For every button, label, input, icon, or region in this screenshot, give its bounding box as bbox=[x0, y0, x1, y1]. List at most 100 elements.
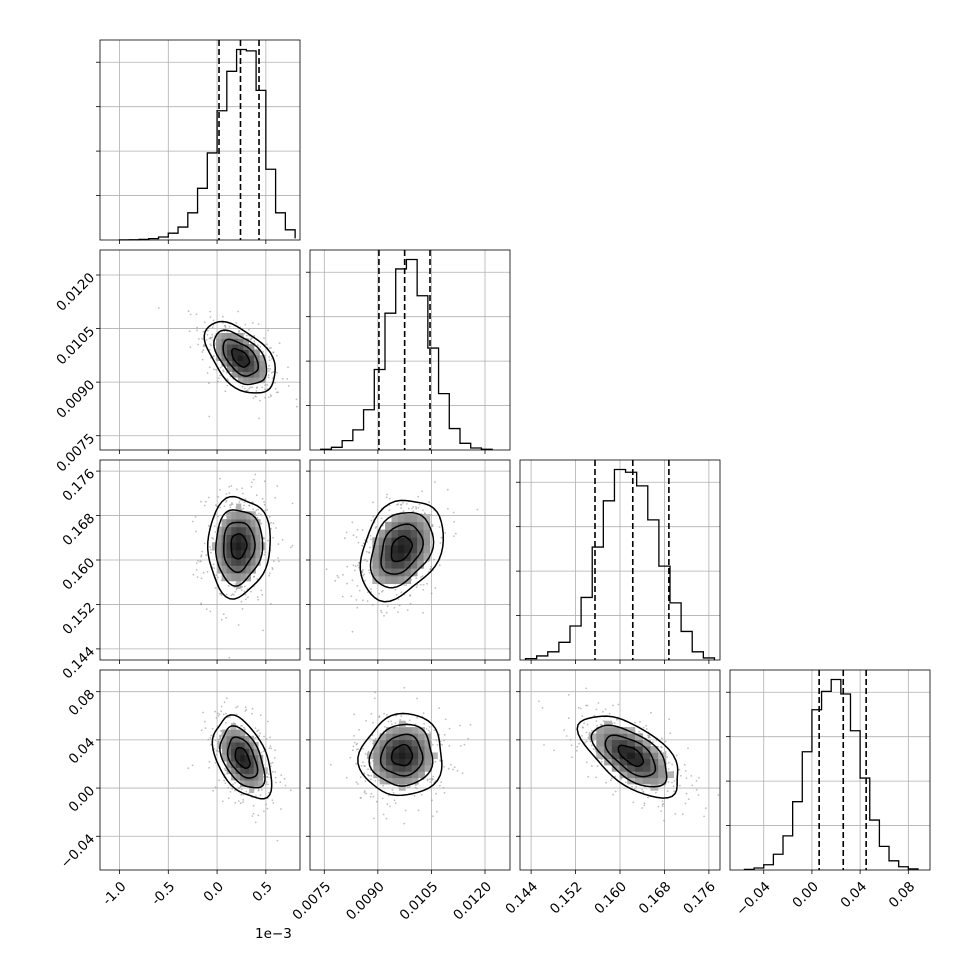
sample-point bbox=[221, 315, 224, 318]
sample-point bbox=[257, 729, 260, 731]
density-cell bbox=[411, 752, 419, 760]
sample-point bbox=[200, 603, 202, 606]
sample-point bbox=[221, 800, 224, 803]
density-cell bbox=[386, 746, 393, 753]
density-cell bbox=[216, 557, 222, 566]
sample-point bbox=[385, 817, 388, 820]
sample-point bbox=[370, 588, 372, 590]
sample-point bbox=[220, 618, 223, 621]
sample-point bbox=[346, 565, 349, 568]
sample-point bbox=[586, 704, 589, 707]
density-cell bbox=[392, 771, 400, 779]
sample-point bbox=[283, 777, 286, 780]
density-cell bbox=[417, 545, 424, 554]
density-cell bbox=[423, 521, 431, 530]
sample-point bbox=[610, 779, 612, 782]
sample-point bbox=[267, 367, 270, 370]
sample-point bbox=[277, 391, 279, 394]
density-cell bbox=[236, 565, 242, 574]
sample-point bbox=[400, 507, 402, 509]
density-cell bbox=[226, 511, 232, 520]
density-cell bbox=[397, 575, 405, 584]
sample-point bbox=[218, 713, 221, 716]
sample-point bbox=[370, 774, 373, 777]
sample-point bbox=[581, 726, 584, 729]
density-cell bbox=[418, 752, 425, 760]
sample-point bbox=[251, 501, 254, 504]
sample-point bbox=[440, 536, 443, 539]
sample-point bbox=[263, 337, 265, 339]
density-cell bbox=[226, 344, 233, 350]
density-cell bbox=[212, 542, 218, 551]
sample-point bbox=[383, 712, 385, 715]
density-cell bbox=[418, 727, 425, 734]
sample-point bbox=[272, 371, 275, 373]
sample-point bbox=[213, 567, 216, 569]
sample-point bbox=[270, 527, 272, 530]
sample-point bbox=[370, 778, 372, 781]
sample-point bbox=[393, 799, 396, 802]
density-cell bbox=[221, 519, 227, 528]
sample-point bbox=[201, 351, 204, 353]
sample-point bbox=[428, 501, 430, 504]
density-cell bbox=[596, 746, 605, 753]
sample-point bbox=[591, 744, 593, 747]
sample-point bbox=[416, 584, 419, 586]
sample-point bbox=[268, 364, 270, 367]
sample-point bbox=[244, 585, 246, 588]
sample-point bbox=[264, 396, 266, 399]
sample-point bbox=[570, 744, 573, 747]
sample-point bbox=[362, 568, 364, 571]
density-cell bbox=[391, 545, 399, 554]
x-tick-label-0-0: -1.0 bbox=[100, 879, 130, 909]
density-cell bbox=[258, 773, 264, 781]
sample-point bbox=[671, 781, 673, 784]
density-cell bbox=[248, 377, 255, 384]
density-cell bbox=[635, 752, 644, 760]
sample-point bbox=[259, 345, 262, 348]
density-cell bbox=[404, 552, 412, 561]
sample-point bbox=[459, 724, 461, 727]
sample-point bbox=[421, 490, 423, 493]
sample-point bbox=[200, 577, 203, 580]
sample-point bbox=[203, 321, 206, 324]
sample-point bbox=[383, 614, 385, 617]
sample-point bbox=[222, 613, 225, 616]
sample-point bbox=[431, 779, 433, 782]
sample-point bbox=[325, 568, 328, 571]
sample-point bbox=[272, 560, 275, 562]
density-cell bbox=[231, 526, 237, 535]
sample-point bbox=[259, 794, 262, 796]
sample-point bbox=[617, 703, 620, 706]
sample-point bbox=[270, 747, 273, 750]
density-cell bbox=[398, 727, 406, 734]
sample-point bbox=[235, 322, 238, 324]
density-cell bbox=[378, 537, 386, 546]
sample-point bbox=[229, 716, 231, 718]
density-cell bbox=[385, 521, 392, 530]
density-cell bbox=[240, 761, 246, 768]
density-cell bbox=[627, 765, 636, 772]
density-cell bbox=[650, 771, 659, 779]
sample-point bbox=[263, 553, 266, 556]
sample-point bbox=[359, 776, 362, 779]
density-cell bbox=[244, 780, 250, 787]
density-cell bbox=[216, 550, 222, 559]
sample-point bbox=[352, 534, 355, 537]
contour-5-0 bbox=[617, 744, 645, 768]
sample-point bbox=[352, 745, 355, 748]
sample-point bbox=[372, 795, 375, 798]
density-cell bbox=[236, 503, 242, 512]
density-cell bbox=[232, 349, 239, 356]
density-cell bbox=[243, 338, 249, 345]
sample-point bbox=[541, 707, 544, 709]
sample-point bbox=[382, 589, 384, 592]
sample-point bbox=[434, 481, 436, 483]
density-cell bbox=[236, 534, 242, 543]
density-cell bbox=[259, 366, 266, 372]
sample-point bbox=[244, 323, 247, 326]
sample-point bbox=[228, 325, 231, 328]
sample-point bbox=[430, 514, 433, 517]
sample-point bbox=[250, 485, 253, 488]
sample-point bbox=[367, 774, 370, 777]
